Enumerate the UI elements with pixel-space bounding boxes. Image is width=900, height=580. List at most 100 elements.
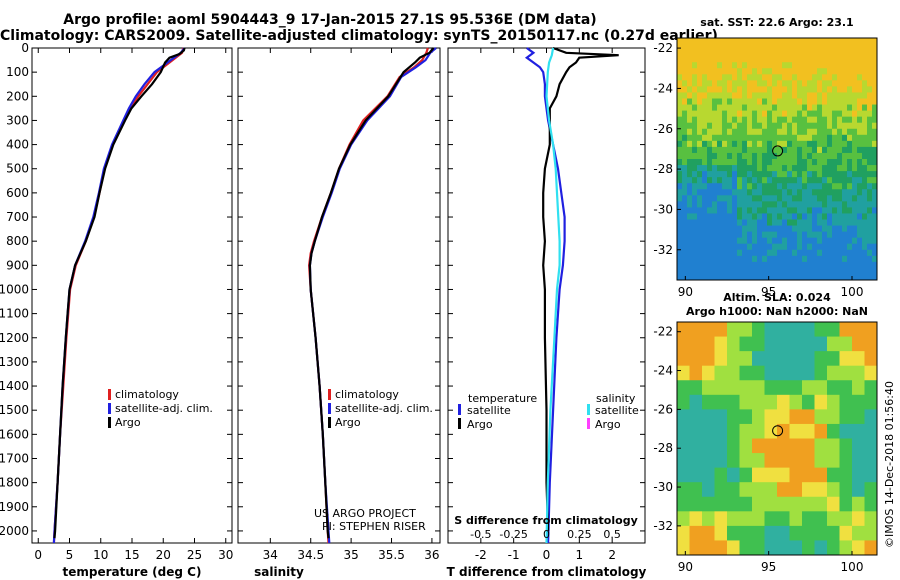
sst-map-field bbox=[677, 38, 878, 281]
y-tick-label: 200 bbox=[6, 89, 29, 103]
difference-panel-xlabel: T difference from climatology bbox=[447, 565, 647, 579]
y-tick-label: 1500 bbox=[0, 403, 29, 417]
y-tick-label: 400 bbox=[6, 138, 29, 152]
x-tick-label: 36 bbox=[424, 548, 439, 562]
legend-temperature-header: temperature bbox=[468, 392, 537, 405]
salinity-panel-xlabel: salinity bbox=[254, 565, 304, 579]
x-tick-label: 20 bbox=[156, 548, 171, 562]
y-tick-label: 1800 bbox=[0, 476, 29, 490]
x-tick-label: 1 bbox=[576, 548, 584, 562]
map-y-tick-label: -32 bbox=[653, 243, 673, 257]
y-tick-label: 1900 bbox=[0, 500, 29, 514]
x-tick-label-s: 0.5 bbox=[603, 528, 621, 541]
credit-line-2: PI: STEPHEN RISER bbox=[322, 520, 426, 533]
map-y-tick-label: -24 bbox=[653, 81, 673, 95]
map-y-tick-label: -26 bbox=[653, 402, 673, 416]
legend-swatch bbox=[108, 417, 111, 428]
title-line-1: Argo profile: aoml 5904443_9 17-Jan-2015… bbox=[63, 12, 597, 28]
legend-swatch bbox=[587, 404, 590, 415]
x-tick-label: 2 bbox=[608, 548, 616, 562]
legend-label: Argo bbox=[595, 418, 621, 431]
x-tick-label-s: -0.25 bbox=[499, 528, 527, 541]
map-y-tick-label: -32 bbox=[653, 519, 673, 533]
salinity-panel-frame bbox=[237, 47, 441, 544]
y-tick-label: 600 bbox=[6, 186, 29, 200]
sla-map-title-1: Altim. SLA: 0.024 bbox=[723, 291, 831, 304]
x-tick-label-s: -0.5 bbox=[470, 528, 491, 541]
legend-label: satellite bbox=[467, 404, 511, 417]
series-satellite-adj-clim- bbox=[52, 47, 186, 544]
y-tick-label: 1700 bbox=[0, 451, 29, 465]
legend-swatch bbox=[328, 389, 331, 400]
map-x-tick-label: 100 bbox=[841, 560, 864, 574]
legend-salinity-header: salinity bbox=[596, 392, 636, 405]
map-y-tick-label: -22 bbox=[653, 41, 673, 55]
legend-swatch bbox=[587, 418, 590, 429]
legend-swatch bbox=[458, 418, 461, 429]
map-y-tick-label: -28 bbox=[653, 441, 673, 455]
legend-swatch bbox=[328, 417, 331, 428]
y-tick-label: 100 bbox=[6, 65, 29, 79]
map-y-tick-label: -26 bbox=[653, 122, 673, 136]
y-tick-label: 1300 bbox=[0, 355, 29, 369]
x-tick-label: 34 bbox=[263, 548, 278, 562]
y-tick-label: 1400 bbox=[0, 379, 29, 393]
series-salinity-satellite bbox=[545, 47, 561, 544]
map-x-tick-label: 90 bbox=[678, 285, 693, 299]
x-tick-label: 25 bbox=[187, 548, 202, 562]
legend-swatch bbox=[108, 389, 111, 400]
y-tick-label: 0 bbox=[21, 41, 29, 55]
sst-map-frame bbox=[676, 37, 878, 281]
credit-line-1: US ARGO PROJECT bbox=[314, 507, 416, 520]
legend-swatch bbox=[328, 403, 331, 414]
legend-label: climatology bbox=[115, 388, 179, 401]
y-tick-label: 1200 bbox=[0, 331, 29, 345]
series-temperature-argo bbox=[542, 46, 619, 531]
map-x-tick-label: 95 bbox=[761, 285, 776, 299]
title-line-2: Climatology: CARS2009. Satellite-adjuste… bbox=[0, 28, 718, 44]
series-argo bbox=[308, 47, 435, 539]
imos-stamp: ©IMOS 14-Dec-2018 01:56:40 bbox=[883, 381, 896, 548]
x-tick-label: 10 bbox=[93, 548, 108, 562]
x-tick-label: 0 bbox=[34, 548, 42, 562]
sla-map-frame bbox=[676, 321, 878, 556]
temperature-panel-frame bbox=[31, 47, 233, 544]
y-tick-label: 1000 bbox=[0, 282, 29, 296]
series-argo bbox=[53, 47, 186, 539]
map-y-tick-label: -30 bbox=[653, 202, 673, 216]
temperature-panel-xlabel: temperature (deg C) bbox=[63, 565, 202, 579]
y-tick-label: 2000 bbox=[0, 524, 29, 538]
legend-label: satellite-adj. clim. bbox=[115, 402, 213, 415]
sla-map-field bbox=[677, 322, 878, 556]
map-y-tick-label: -28 bbox=[653, 162, 673, 176]
map-x-tick-label: 95 bbox=[761, 560, 776, 574]
x-tick-label-s: 0 bbox=[543, 528, 550, 541]
legend-label: climatology bbox=[335, 388, 399, 401]
argo-position-marker bbox=[772, 145, 784, 157]
y-tick-label: 1100 bbox=[0, 307, 29, 321]
y-tick-label: 1600 bbox=[0, 427, 29, 441]
legend-label: Argo bbox=[467, 418, 493, 431]
difference-panel-xlabel-top: S difference from climatology bbox=[454, 514, 638, 527]
x-tick-label: 35.5 bbox=[378, 548, 405, 562]
map-y-tick-label: -22 bbox=[653, 325, 673, 339]
x-tick-label: 30 bbox=[218, 548, 233, 562]
x-tick-label: -1 bbox=[508, 548, 520, 562]
y-tick-label: 800 bbox=[6, 234, 29, 248]
legend-swatch bbox=[458, 404, 461, 415]
map-y-tick-label: -24 bbox=[653, 364, 673, 378]
x-tick-label-s: 0.25 bbox=[567, 528, 592, 541]
series-temperature-satellite bbox=[524, 47, 566, 544]
sst-map-title: sat. SST: 22.6 Argo: 23.1 bbox=[700, 16, 853, 29]
y-tick-label: 500 bbox=[6, 162, 29, 176]
x-tick-label: -2 bbox=[475, 548, 487, 562]
series-climatology bbox=[307, 47, 429, 544]
legend-swatch bbox=[108, 403, 111, 414]
x-tick-label: 5 bbox=[66, 548, 74, 562]
series-climatology bbox=[52, 47, 185, 544]
x-tick-label: 15 bbox=[124, 548, 139, 562]
legend-label: satellite bbox=[595, 404, 639, 417]
map-x-tick-label: 100 bbox=[841, 285, 864, 299]
